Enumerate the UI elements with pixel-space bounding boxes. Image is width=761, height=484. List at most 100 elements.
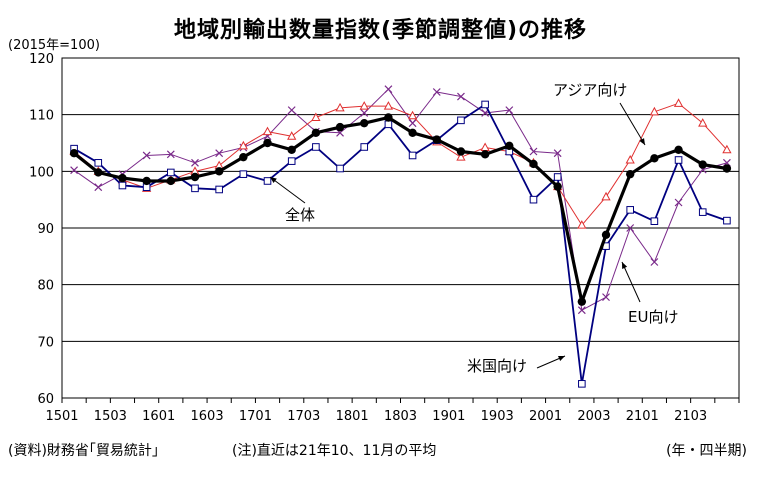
data-point-overall <box>190 172 200 182</box>
x-tick-label: 2001 <box>529 409 562 424</box>
data-point-eu <box>650 258 659 266</box>
chart-title: 地域別輸出数量指数(季節調整値)の推移 <box>173 18 588 43</box>
data-point-us <box>167 168 175 177</box>
data-point-overall <box>674 145 683 154</box>
data-point-eu <box>384 85 393 94</box>
data-point-overall <box>601 230 611 239</box>
data-point-eu <box>142 151 151 160</box>
data-point-us <box>215 185 223 194</box>
data-point-asia <box>625 154 635 164</box>
data-point-overall <box>166 176 176 186</box>
data-point-overall <box>69 149 79 158</box>
x-tick-label: 1801 <box>336 409 369 424</box>
data-point-us <box>723 216 731 225</box>
data-point-asia <box>698 118 708 127</box>
data-point-eu <box>94 183 103 192</box>
data-point-us <box>312 143 320 151</box>
data-point-us <box>263 177 272 185</box>
data-point-us <box>481 100 489 109</box>
leader-arrow-asia <box>619 102 646 146</box>
x-tick-label: 2101 <box>626 409 659 424</box>
x-tick-label: 1803 <box>384 409 417 424</box>
data-point-us <box>239 170 248 178</box>
data-point-overall <box>360 118 369 128</box>
data-point-us <box>650 217 659 225</box>
data-point-asia <box>601 191 611 201</box>
series-line-asia <box>73 102 728 226</box>
data-point-eu <box>191 158 199 167</box>
data-point-eu <box>360 109 369 117</box>
data-point-us <box>118 181 127 190</box>
series-line-eu <box>73 88 728 311</box>
x-tick-label: 1603 <box>191 409 224 424</box>
data-point-overall <box>625 169 635 179</box>
data-point-asia <box>238 140 248 150</box>
data-point-overall <box>263 138 272 148</box>
footnote: (注)直近は21年10、11月の平均 <box>232 443 437 459</box>
data-point-eu <box>602 293 610 302</box>
data-point-us <box>674 156 683 164</box>
data-point-asia <box>335 102 345 112</box>
data-point-us <box>626 206 634 214</box>
data-point-overall <box>142 176 151 186</box>
data-point-us <box>529 195 538 204</box>
series-label-asia: アジア向け <box>553 81 627 99</box>
x-tick-label: 1601 <box>142 409 175 424</box>
x-tick-label: 2003 <box>577 409 610 424</box>
data-point-overall <box>335 122 345 132</box>
data-point-us <box>94 159 103 167</box>
leader-arrow-eu <box>621 261 641 303</box>
data-point-asia <box>480 142 490 152</box>
data-point-us <box>578 380 586 388</box>
data-point-overall <box>480 150 490 159</box>
data-point-us <box>360 143 369 151</box>
data-point-eu <box>215 149 224 158</box>
data-point-eu <box>70 166 79 175</box>
data-point-asia <box>649 106 660 116</box>
data-point-us <box>408 151 417 160</box>
series-label-us: 米国向け <box>467 357 527 375</box>
data-point-overall <box>505 141 514 151</box>
data-point-asia <box>383 101 394 110</box>
data-point-us <box>553 173 562 181</box>
x-tick-label: 1903 <box>481 409 514 424</box>
data-point-asia <box>407 110 418 120</box>
data-point-eu <box>529 147 538 156</box>
data-point-overall <box>214 167 224 176</box>
leader-arrow-overall-head <box>270 177 277 184</box>
data-point-eu <box>287 106 296 115</box>
leader-arrow-eu-head <box>622 262 628 269</box>
data-point-eu <box>432 88 441 96</box>
data-point-overall <box>408 128 417 137</box>
data-point-overall <box>529 159 538 169</box>
source-note: (資料)財務省｢貿易統計｣ <box>8 443 159 459</box>
data-point-us <box>287 157 296 165</box>
data-point-overall <box>118 173 127 183</box>
data-point-eu <box>553 149 562 158</box>
data-point-eu <box>505 106 514 115</box>
data-point-overall <box>311 128 321 137</box>
data-point-asia <box>456 152 466 161</box>
data-point-eu <box>166 150 175 159</box>
data-point-eu <box>577 306 586 315</box>
series-label-eu: EU向け <box>628 308 678 326</box>
data-point-overall <box>722 164 732 173</box>
data-point-overall <box>456 147 466 156</box>
data-point-overall <box>577 297 587 306</box>
x-tick-label: 1501 <box>45 409 78 424</box>
data-point-overall <box>432 135 441 144</box>
x-tick-label: 1703 <box>287 409 320 424</box>
data-point-overall <box>698 160 707 169</box>
data-point-overall <box>553 182 562 191</box>
x-tick-label: 1503 <box>94 409 127 424</box>
data-point-asia <box>673 98 684 107</box>
series-line-us <box>73 103 728 385</box>
y-tick-label: 120 <box>29 52 54 67</box>
y-tick-label: 100 <box>29 165 54 180</box>
x-tick-label: 2103 <box>674 409 707 424</box>
y-tick-label: 70 <box>37 335 54 350</box>
data-point-asia <box>722 144 732 154</box>
data-point-asia <box>311 112 321 121</box>
leader-arrow-asia-head <box>639 138 645 145</box>
